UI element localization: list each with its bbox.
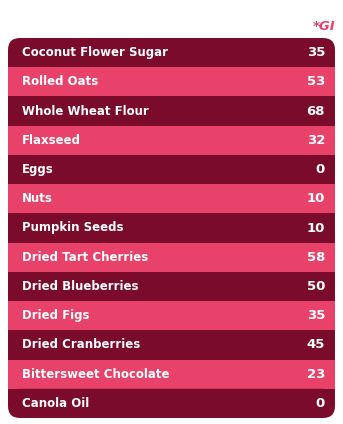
FancyBboxPatch shape <box>8 389 335 418</box>
Text: 68: 68 <box>307 105 325 117</box>
Text: Dried Tart Cherries: Dried Tart Cherries <box>22 251 148 264</box>
Bar <box>8 97 335 126</box>
Text: Eggs: Eggs <box>22 163 54 176</box>
Bar <box>8 126 335 155</box>
Text: Canola Oil: Canola Oil <box>22 397 89 410</box>
Bar <box>8 53 335 67</box>
Text: Rolled Oats: Rolled Oats <box>22 75 98 88</box>
Text: 10: 10 <box>307 221 325 234</box>
Text: Nuts: Nuts <box>22 192 53 205</box>
Text: 45: 45 <box>307 338 325 351</box>
Bar <box>8 213 335 243</box>
Text: Dried Figs: Dried Figs <box>22 309 90 322</box>
Text: Flaxseed: Flaxseed <box>22 134 81 147</box>
Text: Dried Cranberries: Dried Cranberries <box>22 338 140 351</box>
Text: 23: 23 <box>307 368 325 381</box>
Bar <box>8 67 335 97</box>
Text: Coconut Flower Sugar: Coconut Flower Sugar <box>22 46 168 59</box>
Bar <box>8 301 335 330</box>
Text: 0: 0 <box>316 163 325 176</box>
Bar <box>8 243 335 272</box>
Text: Pumpkin Seeds: Pumpkin Seeds <box>22 221 123 234</box>
Bar <box>8 272 335 301</box>
Text: 10: 10 <box>307 192 325 205</box>
Text: Bittersweet Chocolate: Bittersweet Chocolate <box>22 368 169 381</box>
Text: *GI: *GI <box>312 20 335 33</box>
Text: 58: 58 <box>307 251 325 264</box>
Bar <box>8 184 335 213</box>
Text: 53: 53 <box>307 75 325 88</box>
Bar <box>8 389 335 403</box>
Text: 0: 0 <box>316 397 325 410</box>
FancyBboxPatch shape <box>8 38 335 67</box>
Text: 50: 50 <box>307 280 325 293</box>
Bar <box>8 330 335 360</box>
Text: Dried Blueberries: Dried Blueberries <box>22 280 139 293</box>
Text: 35: 35 <box>307 309 325 322</box>
Text: Whole Wheat Flour: Whole Wheat Flour <box>22 105 149 117</box>
Bar <box>8 155 335 184</box>
Text: 32: 32 <box>307 134 325 147</box>
Bar <box>8 360 335 389</box>
Text: 35: 35 <box>307 46 325 59</box>
